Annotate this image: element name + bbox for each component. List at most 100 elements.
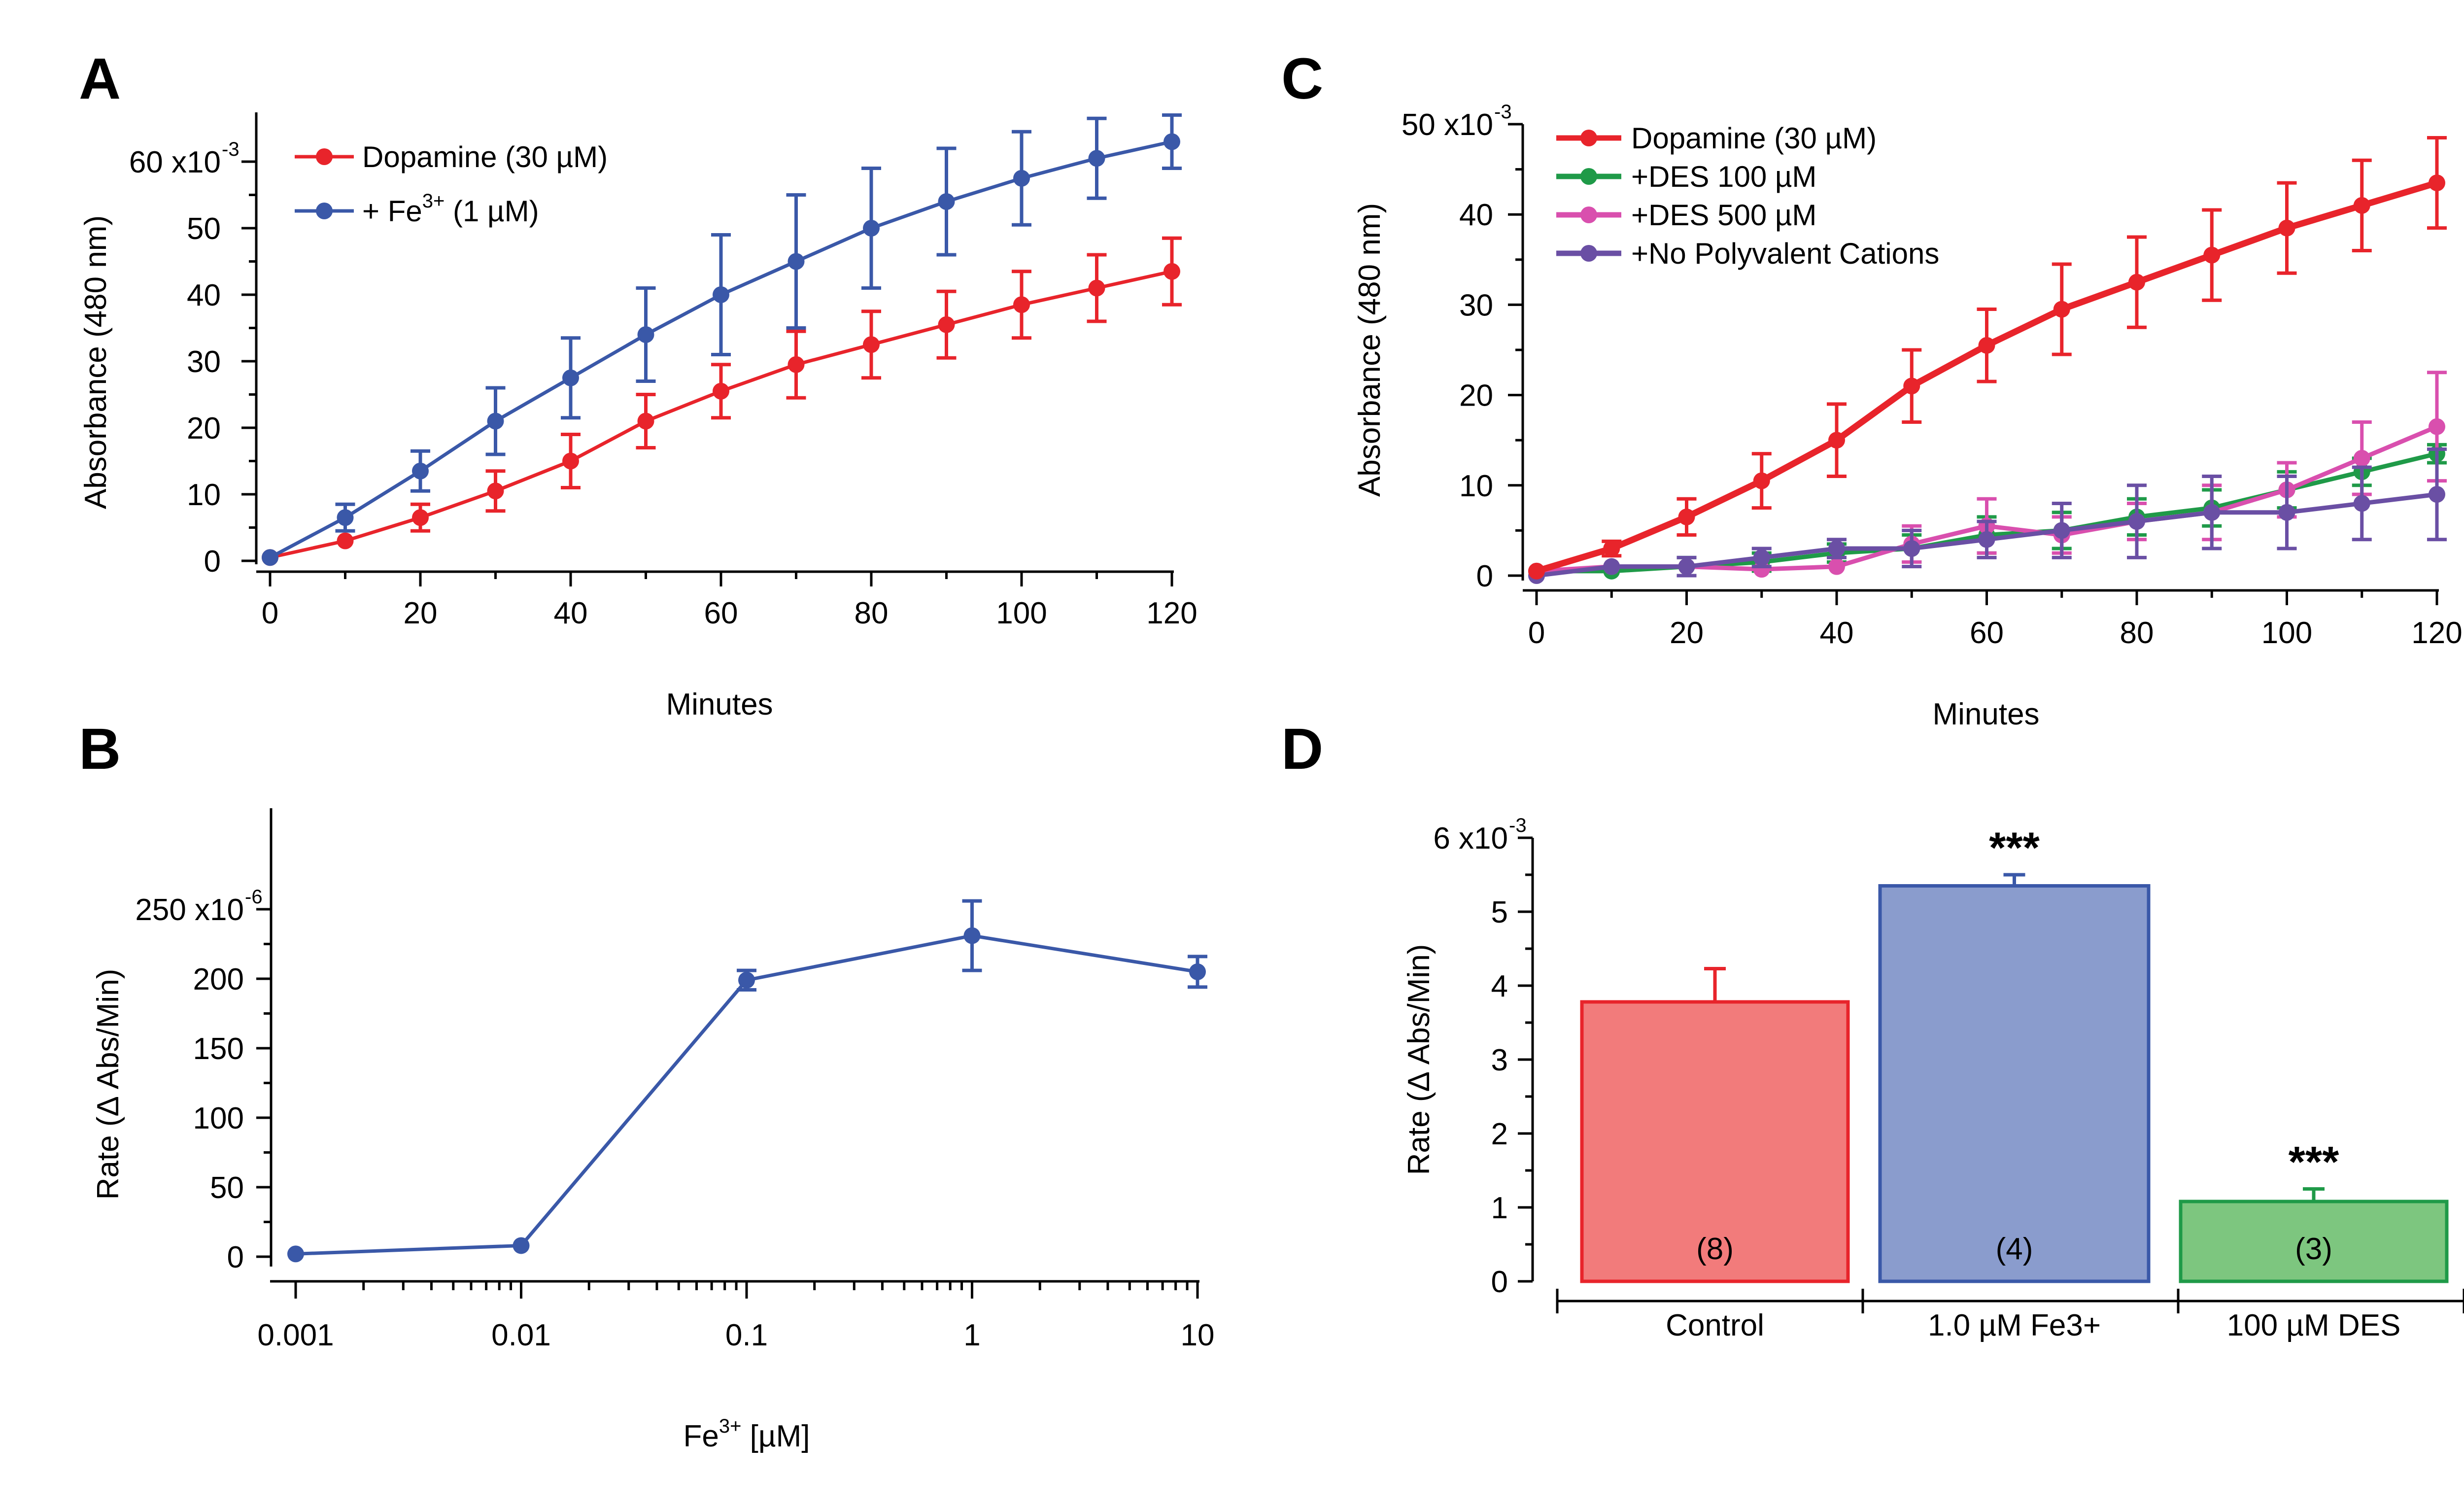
data-point (738, 971, 755, 989)
y-axis-title: Rate (Δ Abs/Min) (1402, 944, 1436, 1175)
data-point (713, 382, 729, 400)
legend-marker (1580, 130, 1597, 146)
legend-marker (316, 203, 333, 219)
data-point (1164, 133, 1180, 150)
y-tick-label: 4 (1491, 969, 1508, 1003)
x-axis-title: Minutes (1932, 697, 2039, 731)
legend: Dopamine (30 µM) +DES 100 µM +DES 500 µM +N… (1556, 122, 1939, 270)
data-point (1978, 531, 1995, 548)
data-point (2353, 197, 2370, 214)
y-tick-label: 50 (210, 1171, 244, 1205)
data-point (2353, 449, 2370, 467)
y-axis-scale-exponent: -6 (245, 886, 263, 908)
x-tick-label: 1 (963, 1318, 980, 1352)
y-tick-label: 40 (187, 278, 221, 312)
y-axis-scale-exponent: -3 (1494, 101, 1512, 123)
legend-marker (1580, 206, 1597, 223)
y-axis-scale-label: 50 x10 -3 (1402, 101, 1512, 142)
data-point (513, 1237, 530, 1254)
panel-a-axes: 0 10 20 30 40 50 0 20 40 60 80 100 120 Minutes Absorba… (79, 112, 1198, 721)
legend-label: + Fe3+ (1 µM) (362, 190, 539, 228)
y-axis-title: Absorbance (480 nm) (79, 215, 113, 509)
x-tick-label: 120 (1146, 596, 1197, 630)
data-point (1678, 558, 1695, 575)
legend: Dopamine (30 µM) + Fe3+ (1 µM) (295, 140, 608, 228)
x-tick-label: 10 (1181, 1318, 1215, 1352)
data-point (1013, 170, 1030, 187)
legend-label: +DES 500 µM (1631, 199, 1816, 232)
significance-label: *** (1989, 823, 2040, 872)
series-3 (1528, 447, 2447, 584)
x-tick-label: 0 (1528, 616, 1545, 650)
data-point (287, 1245, 304, 1263)
y-tick-label: 10 (187, 478, 221, 512)
bar-group-0: (8) Control (1580, 967, 1850, 1342)
data-point (1903, 540, 1920, 557)
series-0 (287, 899, 1207, 1263)
y-tick-label: 150 (193, 1032, 244, 1066)
y-axis-scale-text: 6 x10 (1433, 822, 1508, 856)
data-point (487, 412, 504, 430)
bar (2179, 1200, 2449, 1283)
data-point (1189, 963, 1206, 980)
y-axis-scale-label: 60 x10 -3 (129, 138, 240, 179)
y-tick-label: 40 (1459, 198, 1493, 232)
y-tick-label: 10 (1459, 469, 1493, 503)
data-point (1978, 337, 1995, 354)
data-point (2203, 504, 2221, 521)
x-tick-label: 60 (704, 596, 738, 630)
y-tick-label: 5 (1491, 895, 1508, 929)
panel-letter-b: B (79, 717, 121, 782)
panel-d-axes: 0 1 2 3 4 5 Rate (Δ Abs/Min) (1402, 836, 2464, 1313)
x-tick-label: 20 (1670, 616, 1704, 650)
x-axis-title: Minutes (666, 687, 773, 721)
x-tick-label: 0.1 (725, 1318, 768, 1352)
x-tick-label: 40 (554, 596, 588, 630)
y-tick-label: 20 (1459, 379, 1493, 413)
bar-group-1: (4) *** 1.0 µM Fe3+ (1878, 823, 2151, 1342)
x-category-label: 1.0 µM Fe3+ (1928, 1308, 2101, 1342)
y-axis-scale-text: 60 x10 (129, 145, 221, 179)
x-tick-label: 100 (2261, 616, 2312, 650)
series-0 (1528, 136, 2447, 580)
legend-label: +DES 100 µM (1631, 160, 1816, 193)
data-point (938, 193, 955, 210)
x-axis-title: Fe3+ [µM] (683, 1415, 810, 1453)
y-tick-label: 0 (204, 545, 221, 579)
x-tick-label: 0.01 (491, 1318, 551, 1352)
y-axis-title: Absorbance (480 nm) (1353, 203, 1387, 497)
legend-label: +No Polyvalent Cations (1631, 237, 1939, 270)
data-point (2128, 513, 2145, 530)
data-point (412, 462, 429, 480)
x-tick-label: 100 (996, 596, 1047, 630)
y-tick-label: 1 (1491, 1191, 1508, 1225)
data-point (1603, 558, 1620, 575)
data-point (2429, 174, 2445, 192)
series-0 (262, 236, 1182, 566)
data-point (863, 220, 880, 237)
x-tick-label: 60 (1970, 616, 2004, 650)
series-1 (262, 113, 1182, 566)
bar (1580, 1000, 1850, 1283)
data-point (1678, 508, 1695, 525)
x-category-label: 100 µM DES (2227, 1308, 2401, 1342)
data-point (2429, 486, 2445, 503)
x-tick-label: 80 (855, 596, 889, 630)
data-point (1753, 472, 1770, 489)
legend-marker (1580, 168, 1597, 185)
data-point (2429, 418, 2445, 435)
data-point (2203, 246, 2221, 264)
data-point (562, 369, 579, 386)
x-tick-label: 120 (2411, 616, 2462, 650)
panel-letter-d: D (1281, 717, 1323, 782)
y-tick-label: 100 (193, 1101, 244, 1135)
data-point (1828, 558, 1845, 575)
data-point (938, 316, 955, 333)
data-point (787, 253, 805, 270)
y-axis-scale-exponent: -3 (1509, 815, 1527, 836)
y-tick-label: 3 (1491, 1043, 1508, 1077)
data-point (863, 336, 880, 353)
y-tick-label: 200 (193, 962, 244, 996)
y-tick-label: 30 (1459, 288, 1493, 322)
